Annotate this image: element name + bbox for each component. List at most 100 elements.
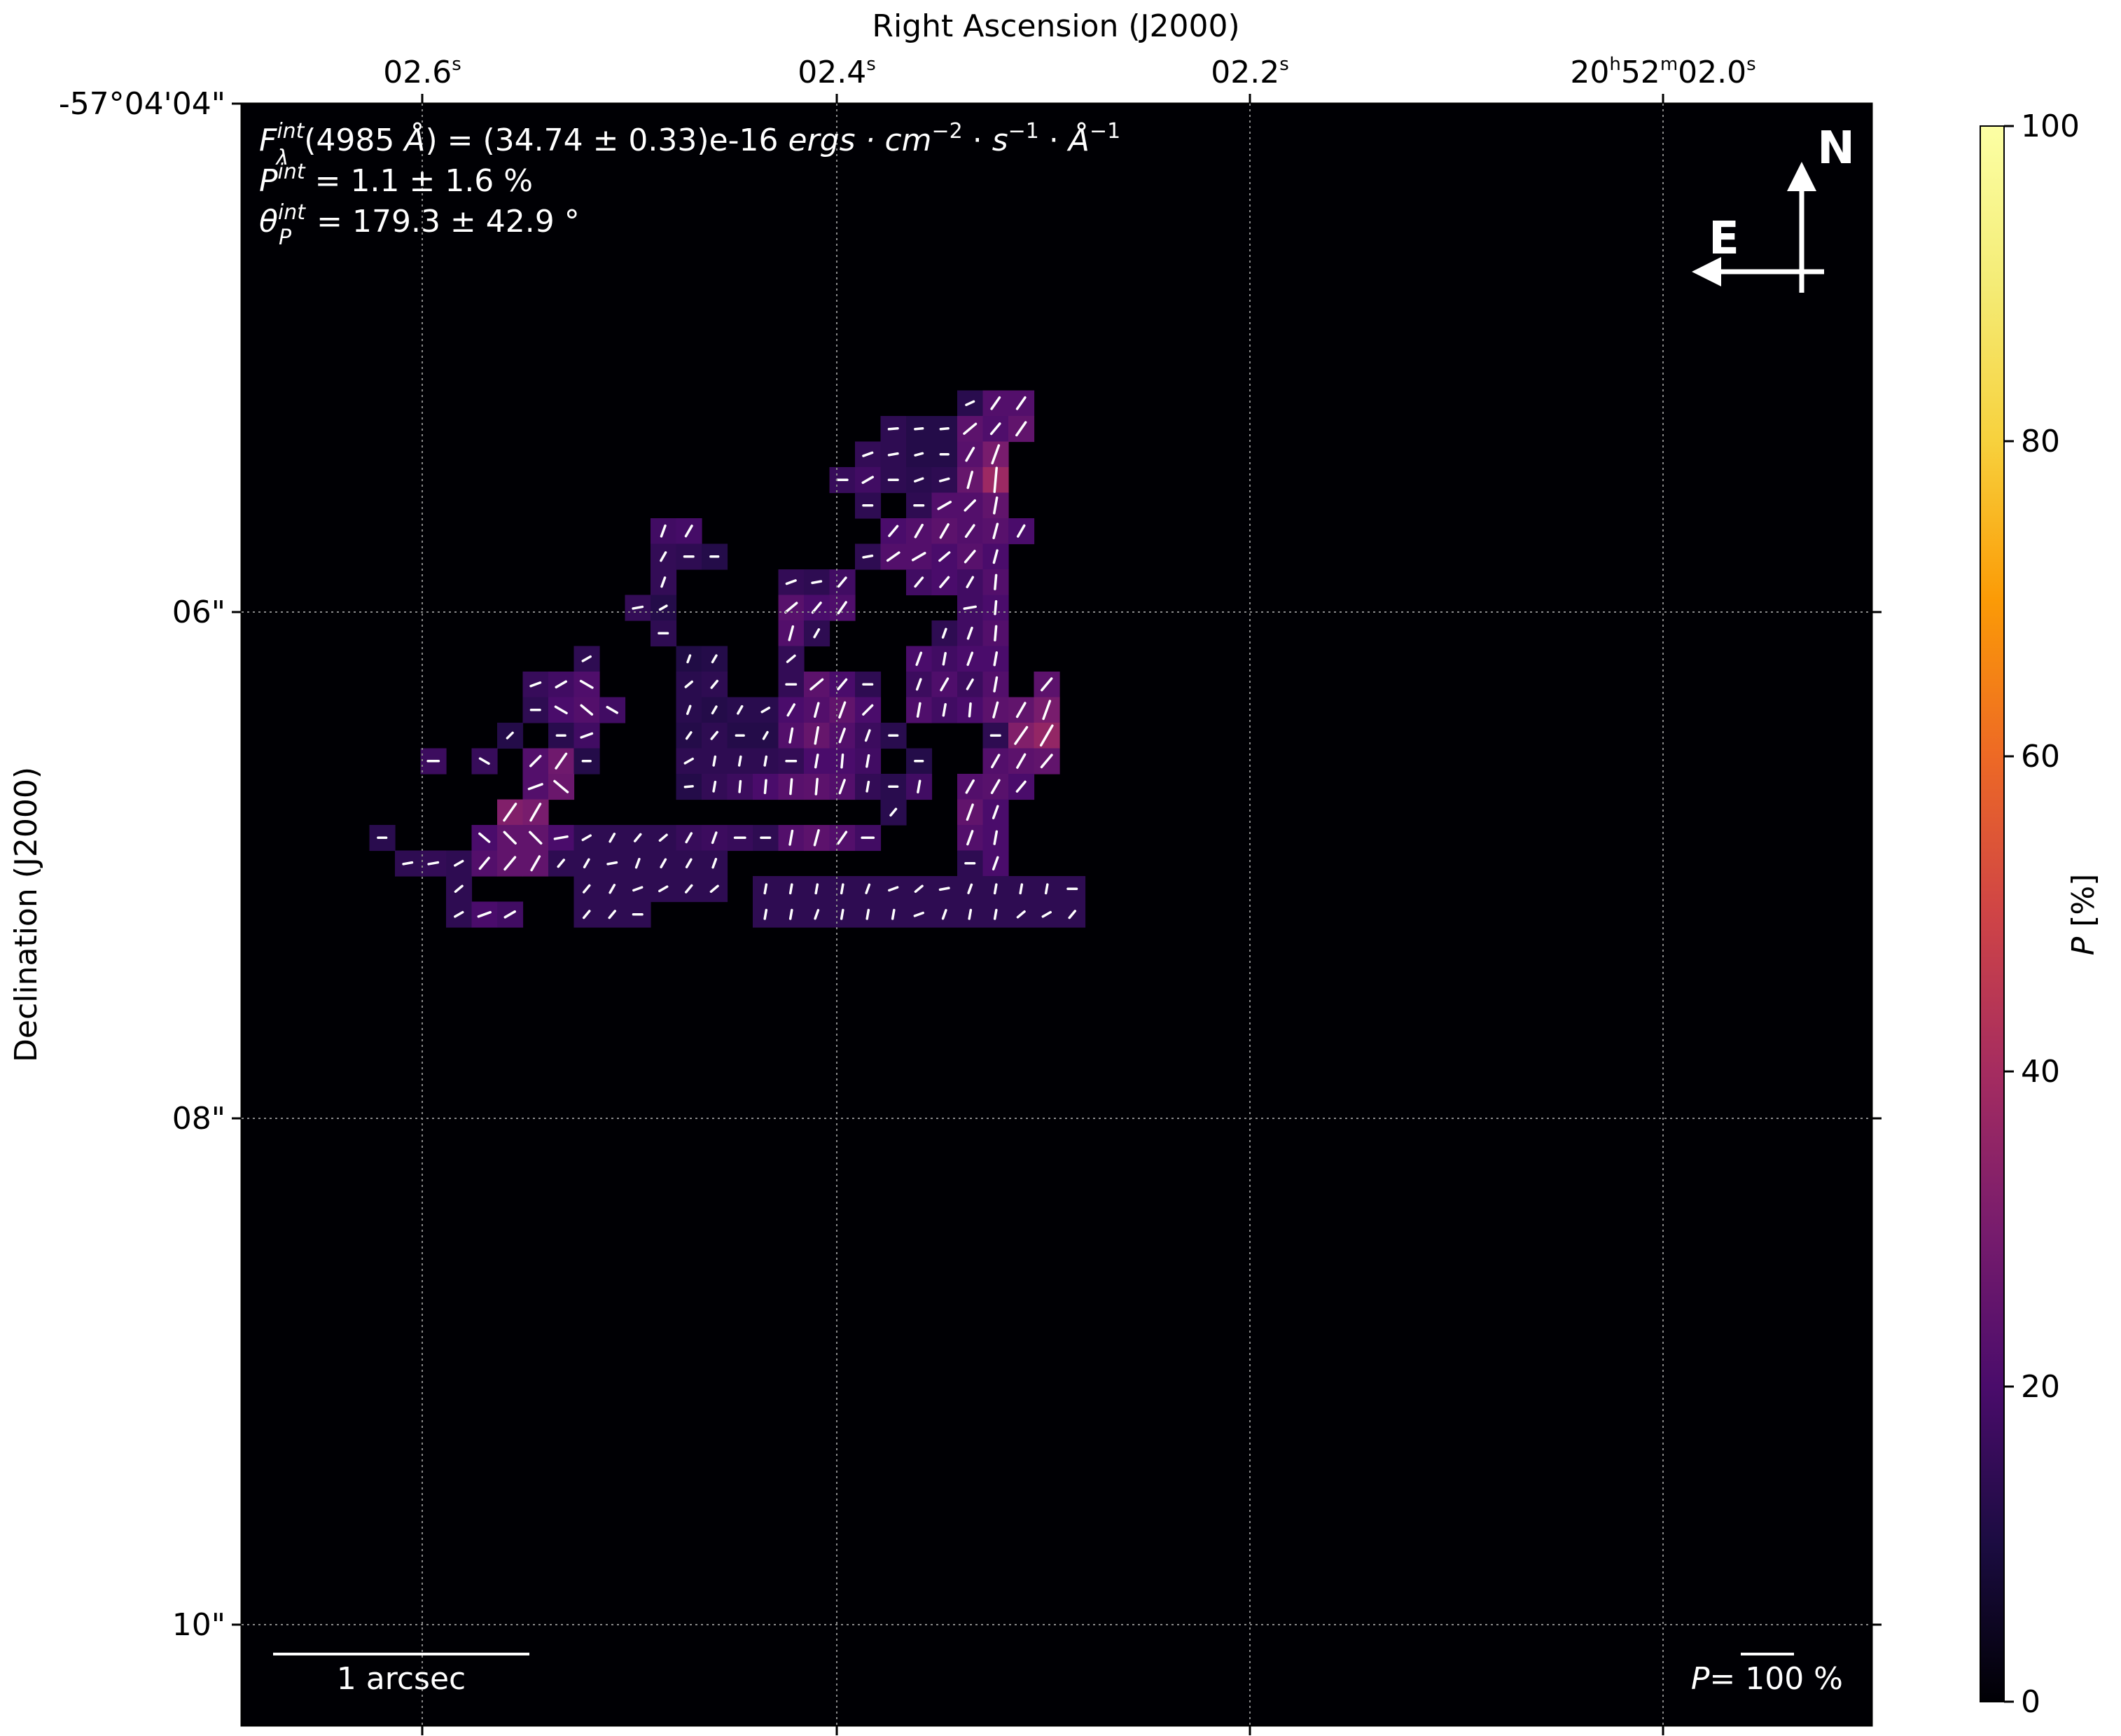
polarization-vector: [580, 704, 594, 716]
polarization-vector: [813, 628, 821, 639]
compass-north-label: N: [1817, 123, 1855, 174]
polarization-vector: [1040, 754, 1053, 769]
polarization-vector: [966, 678, 974, 690]
polarization-vector: [938, 887, 950, 891]
polarization-vector: [686, 654, 692, 664]
polarization-vector: [632, 605, 644, 610]
polarization-vector: [814, 754, 819, 769]
x-tick-label-1: 02.6s: [383, 54, 461, 90]
polarization-vector: [553, 779, 569, 793]
polarization-vector: [1015, 780, 1027, 793]
polarization-vector: [864, 729, 871, 742]
annotation-angle: θint P = 179.3 ± 42.9 °: [259, 200, 580, 250]
y-tick-label-3: 10": [172, 1607, 225, 1643]
polarization-vector: [527, 783, 543, 791]
polarization-vector: [581, 655, 592, 662]
polarization-vector: [684, 525, 693, 538]
polarization-vector: [814, 909, 820, 920]
polarization-vector: [861, 475, 875, 485]
polarization-vector: [606, 705, 619, 714]
polarization-vector: [813, 702, 820, 718]
polarization-vector: [966, 803, 974, 821]
polarization-vector: [938, 477, 950, 482]
polarization-vector: [762, 730, 769, 740]
polarization-vector: [658, 604, 668, 611]
polarization-vector: [634, 858, 641, 869]
polarization-vector: [917, 779, 922, 793]
polarization-vector: [865, 754, 870, 768]
polarization-vector: [891, 908, 896, 920]
polarization-vector: [916, 702, 922, 718]
polarization-vector: [991, 444, 1001, 465]
polarization-vector: [990, 396, 1001, 410]
polarization-vector: [710, 730, 719, 740]
polarization-vector: [968, 702, 972, 718]
polarization-vector: [911, 552, 926, 562]
polarization-vector: [965, 400, 975, 406]
polarization-vector: [889, 807, 898, 817]
polarization-vector: [840, 908, 844, 920]
polarization-vectors: [377, 396, 1078, 920]
polarization-vector: [712, 755, 717, 767]
annotation-flux: Fint λ (4985 Å) = (34.74 ± 0.33)e-16 ergs …: [259, 119, 1120, 170]
polarization-vector: [813, 829, 820, 847]
polarization-vector: [660, 576, 667, 588]
compass: N E: [1692, 123, 1855, 293]
x-tick-label-3: 02.2s: [1211, 54, 1289, 90]
y-tick-label-0: -57°04'04": [59, 86, 225, 122]
polarization-vector: [914, 884, 924, 894]
polarization-vector: [838, 779, 846, 795]
y-axis-label: Declination (J2000): [8, 767, 44, 1062]
polarization-vector: [506, 731, 514, 739]
polarization-vector: [837, 576, 847, 588]
polarization-vector: [582, 884, 591, 894]
polarization-vector: [865, 883, 871, 894]
polarization-vector: [1041, 910, 1052, 918]
polarization-vector: [737, 755, 742, 767]
polarization-vector: [685, 832, 693, 844]
polarization-vector: [992, 856, 999, 870]
polarization-vector: [683, 785, 694, 789]
polarization-vector: [992, 549, 999, 564]
polarization-vector: [632, 886, 644, 892]
polarization-vector: [993, 651, 999, 667]
polarization-vector: [786, 654, 796, 663]
polarization-vector: [402, 861, 414, 866]
colorbar-tick-label: 80: [2021, 424, 2060, 459]
polarization-vector: [763, 883, 768, 895]
polarization-vector: [1041, 677, 1053, 692]
polarization-vector: [784, 602, 798, 614]
polarization-vector: [478, 856, 490, 870]
polarization-vector: [788, 727, 794, 744]
vector-legend: P= 100 %: [1691, 1653, 1843, 1697]
colorbar-label: P [%]: [2066, 874, 2101, 956]
polarization-vector: [940, 677, 950, 692]
ticks: [232, 94, 1882, 1735]
colorbar-tick-label: 60: [2021, 739, 2060, 775]
colorbar-tick-label: 100: [2021, 109, 2080, 144]
polarization-vector: [993, 830, 999, 845]
polarization-vector: [660, 524, 667, 538]
polarization-vector: [581, 834, 592, 842]
polarization-vector: [583, 858, 590, 868]
polarization-vector: [887, 452, 899, 457]
polarization-vector: [553, 835, 569, 840]
polarization-vector: [915, 678, 922, 691]
polarization-vector: [993, 676, 999, 693]
polarization-vector: [738, 779, 742, 793]
polarization-vector: [1017, 524, 1026, 538]
annotation-polarization: Pint = 1.1 ± 1.6 %: [259, 160, 533, 199]
polarization-vector: [840, 883, 844, 895]
polarization-vector: [939, 576, 950, 588]
colorbar-tick-label: 20: [2021, 1369, 2060, 1405]
polarization-vector: [606, 861, 618, 866]
polarization-vector: [1039, 724, 1054, 747]
polarization-vector: [686, 704, 692, 715]
polarization-vector: [914, 576, 924, 588]
polarization-vector: [941, 627, 947, 639]
polarization-vector: [579, 679, 594, 689]
polarization-vector: [838, 728, 846, 744]
polarization-vector: [990, 779, 1001, 794]
polarization-vector: [685, 858, 693, 868]
polarization-vector: [684, 680, 693, 688]
